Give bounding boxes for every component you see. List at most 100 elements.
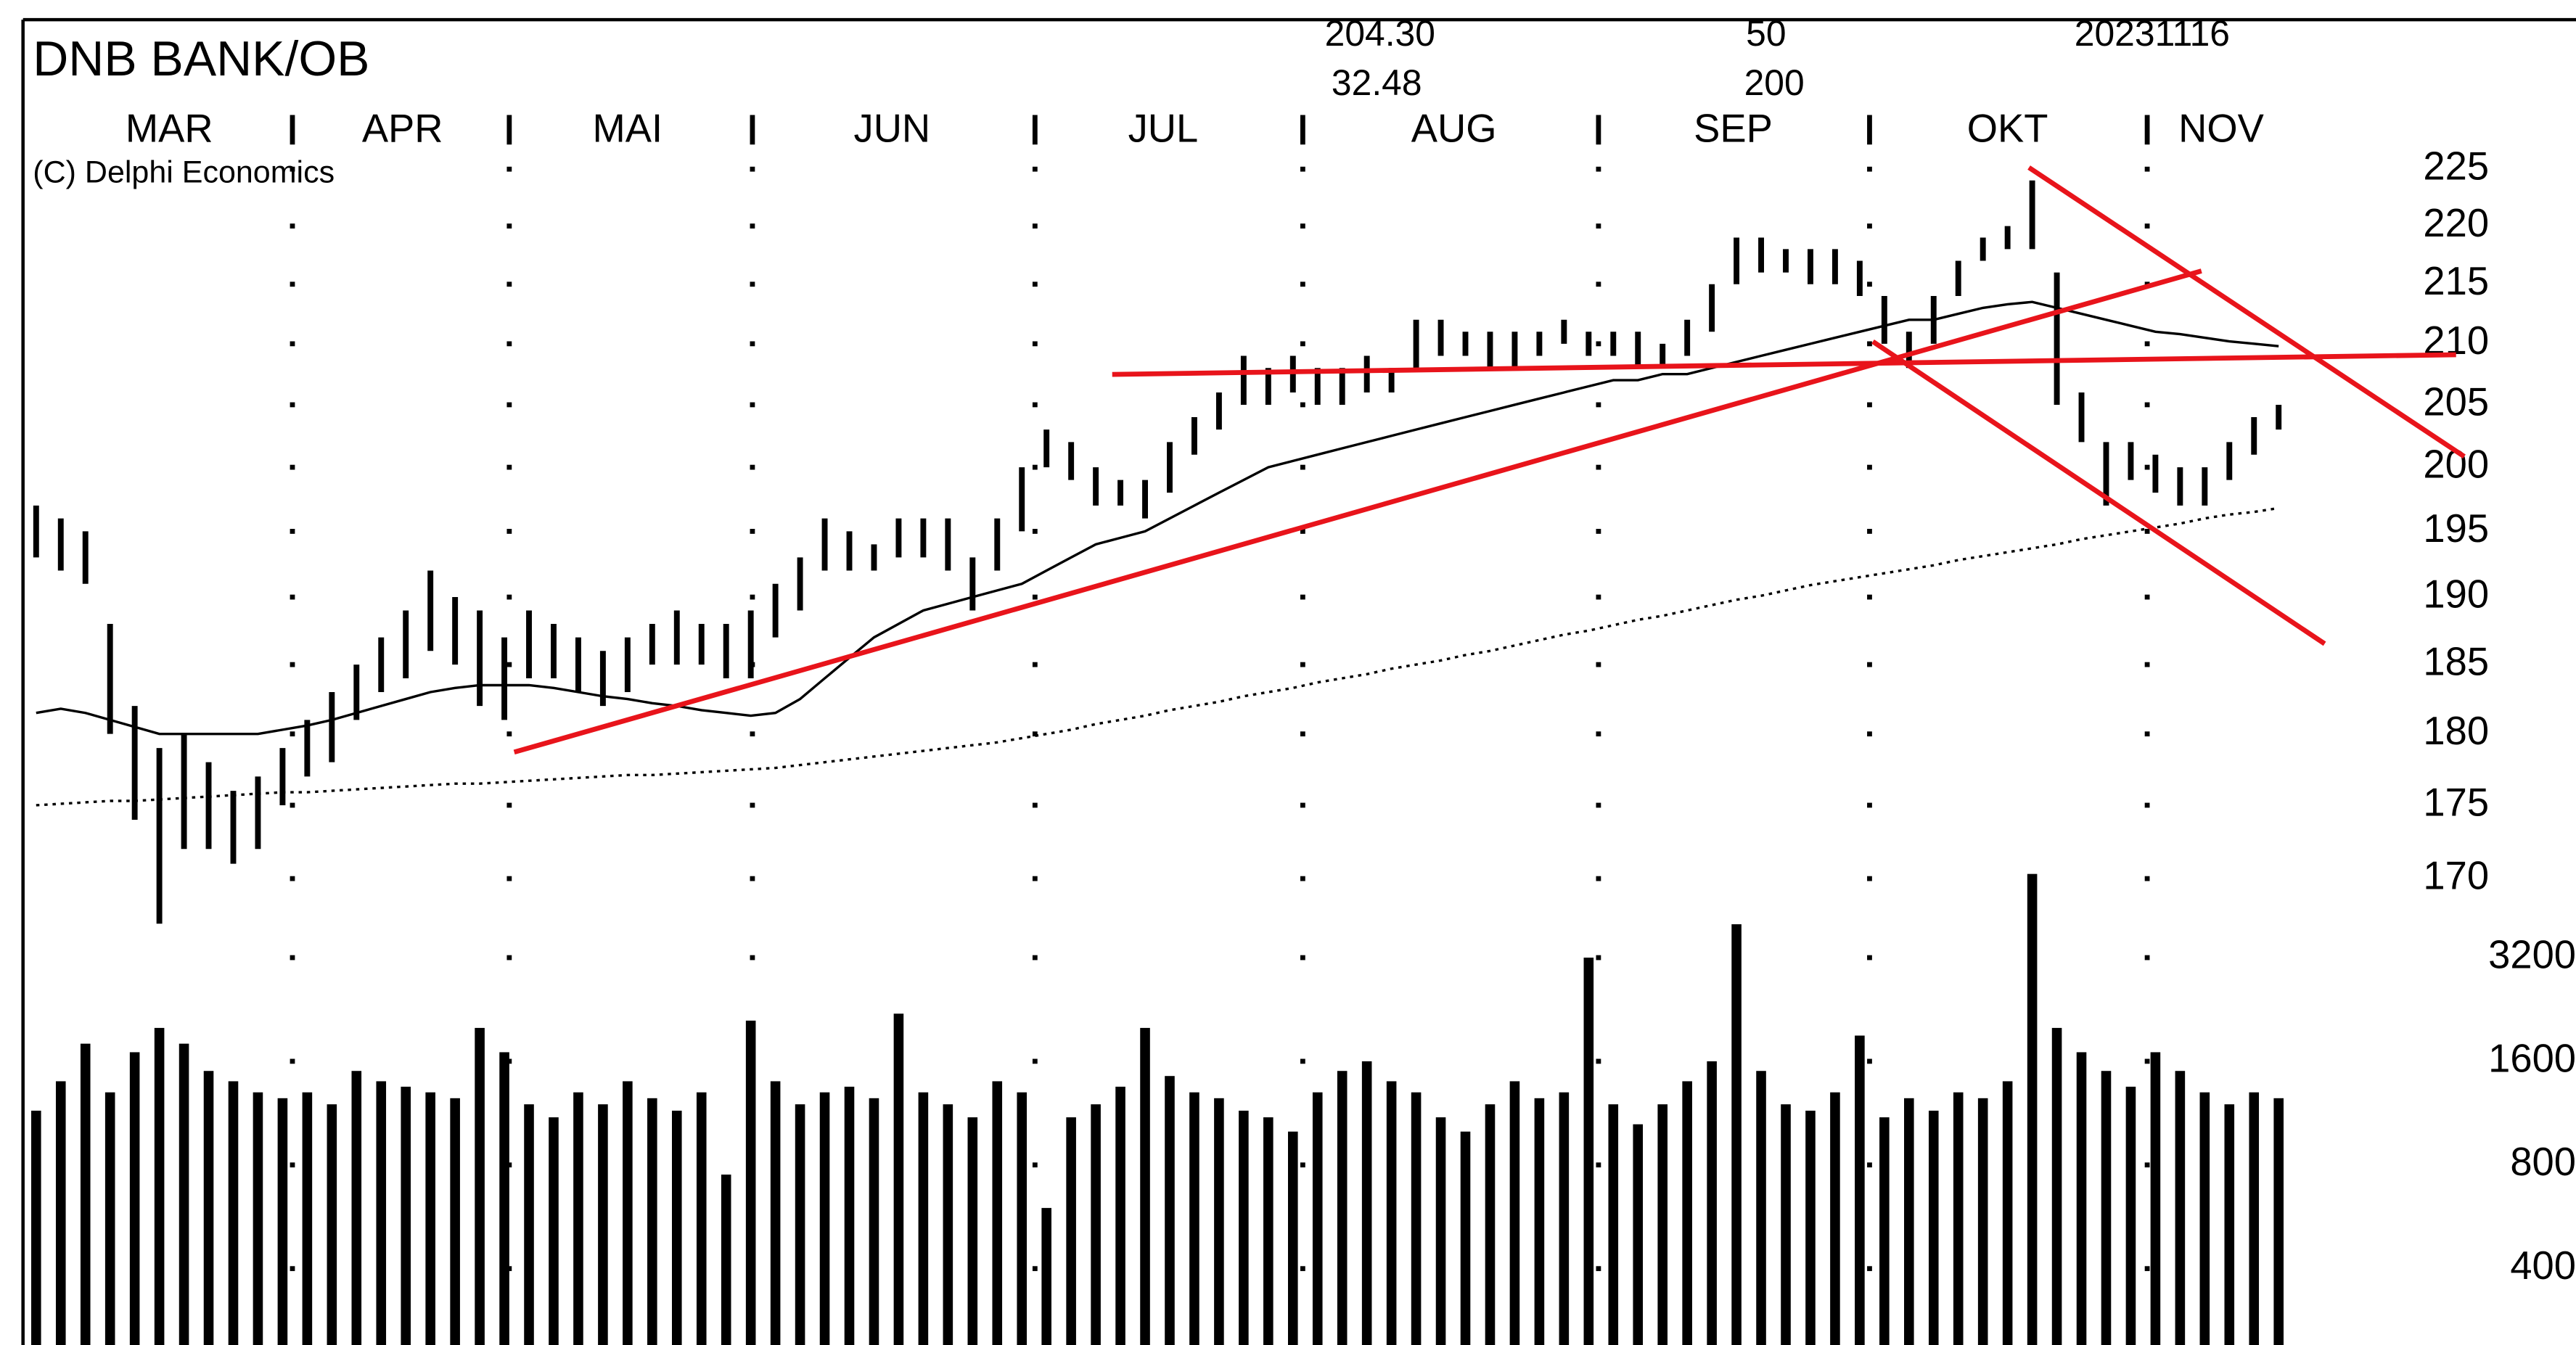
grid-dot — [1596, 802, 1601, 808]
grid-dot — [1300, 402, 1305, 408]
volume-bar — [795, 1104, 805, 1345]
volume-bar — [31, 1110, 41, 1345]
grid-dot — [1596, 662, 1601, 667]
volume-bar — [425, 1092, 435, 1345]
grid-row — [290, 662, 2150, 667]
grid-row — [290, 731, 2150, 737]
volume-bar — [2224, 1104, 2235, 1345]
grid-dot — [290, 594, 295, 600]
grid-dot — [750, 223, 755, 229]
grid-dot — [290, 876, 295, 881]
grid-dot — [290, 166, 295, 172]
grid-dot — [750, 166, 755, 172]
grid-dot — [2144, 731, 2150, 737]
month-label: NOV — [2178, 106, 2264, 150]
volume-bar — [253, 1092, 263, 1345]
grid-dot — [2144, 662, 2150, 667]
grid-dot — [1032, 731, 1038, 737]
grid-dot — [1300, 341, 1305, 347]
grid-dot — [506, 731, 512, 737]
volume-bar — [1904, 1098, 1914, 1345]
grid-dot — [1596, 955, 1601, 961]
grid-dot — [1032, 955, 1038, 961]
volume-bar — [104, 1092, 115, 1345]
month-label: OKT — [1967, 106, 2048, 150]
volume-bar — [327, 1104, 337, 1345]
volume-bar — [1312, 1092, 1323, 1345]
volume-bar — [1707, 1061, 1717, 1345]
grid-row — [290, 594, 2150, 600]
grid-dot — [750, 594, 755, 600]
grid-dot — [2144, 1162, 2150, 1168]
volume-tick-label: 3200 — [2488, 932, 2576, 976]
volume-bar — [1411, 1092, 1422, 1345]
volume-bar — [154, 1027, 165, 1345]
volume-bar — [129, 1052, 140, 1345]
volume-bar — [524, 1104, 534, 1345]
volume-bar — [203, 1071, 214, 1345]
grid-dot — [506, 341, 512, 347]
grid-dot — [1300, 802, 1305, 808]
trend-lines — [513, 165, 2466, 755]
grid-dot — [1032, 464, 1038, 470]
grid-dot — [506, 529, 512, 534]
grid-dot — [290, 802, 295, 808]
volume-bar — [1855, 1035, 1865, 1345]
volume-bar — [1066, 1117, 1076, 1345]
grid-row — [290, 402, 2150, 408]
grid-dot — [750, 876, 755, 881]
volume-bar — [745, 1020, 756, 1345]
volume-bar — [376, 1081, 387, 1345]
grid-dot — [290, 662, 295, 667]
chart-title: DNB BANK/OB — [33, 32, 369, 86]
volume-bar — [1091, 1104, 1101, 1345]
grid-dot — [750, 464, 755, 470]
volume-bar — [228, 1081, 239, 1345]
volume-bar — [1633, 1124, 1644, 1345]
y-tick-label: 190 — [2423, 572, 2489, 616]
grid-dot — [290, 402, 295, 408]
grid-dot — [506, 802, 512, 808]
grid-dot — [750, 529, 755, 534]
volume-bar — [2273, 1098, 2284, 1345]
trend-line — [1871, 340, 2326, 646]
grid-dot — [750, 802, 755, 808]
volume-bar — [549, 1117, 559, 1345]
grid-dot — [2144, 341, 2150, 347]
volume-bar — [277, 1098, 288, 1345]
grid-row — [290, 281, 2150, 287]
volume-bar — [696, 1092, 707, 1345]
annotation: 204.30 — [1325, 13, 1435, 54]
grid-dot — [1867, 955, 1872, 961]
volume-bar — [499, 1052, 509, 1345]
grid-dot — [506, 166, 512, 172]
y-tick-label: 225 — [2423, 144, 2489, 189]
volume-bar — [2076, 1052, 2087, 1345]
volume-bar — [2125, 1086, 2136, 1345]
y-tick-label: 185 — [2423, 639, 2489, 683]
y-tick-label: 215 — [2423, 259, 2489, 303]
grid-dot — [290, 731, 295, 737]
volume-tick-label: 400 — [2510, 1243, 2576, 1288]
grid-dot — [506, 223, 512, 229]
grid-dot — [1867, 731, 1872, 737]
volume-bar — [55, 1081, 66, 1345]
grid-dot — [290, 529, 295, 534]
grid-dot — [290, 1266, 295, 1272]
grid-row — [290, 802, 2150, 808]
grid-dot — [506, 955, 512, 961]
volume-bar — [1953, 1092, 1964, 1345]
grid-dot — [2144, 1266, 2150, 1272]
volume-bar — [2175, 1071, 2186, 1345]
grid-row — [290, 529, 2150, 534]
grid-dot — [2144, 529, 2150, 534]
grid-dot — [1867, 594, 1872, 600]
volume-bar — [967, 1117, 978, 1345]
moving-average — [36, 300, 2279, 736]
volume-bar — [893, 1013, 904, 1345]
volume-bar — [2002, 1081, 2013, 1345]
volume-tick-label: 800 — [2510, 1140, 2576, 1184]
volume-bar — [1830, 1092, 1840, 1345]
grid-dot — [750, 281, 755, 287]
